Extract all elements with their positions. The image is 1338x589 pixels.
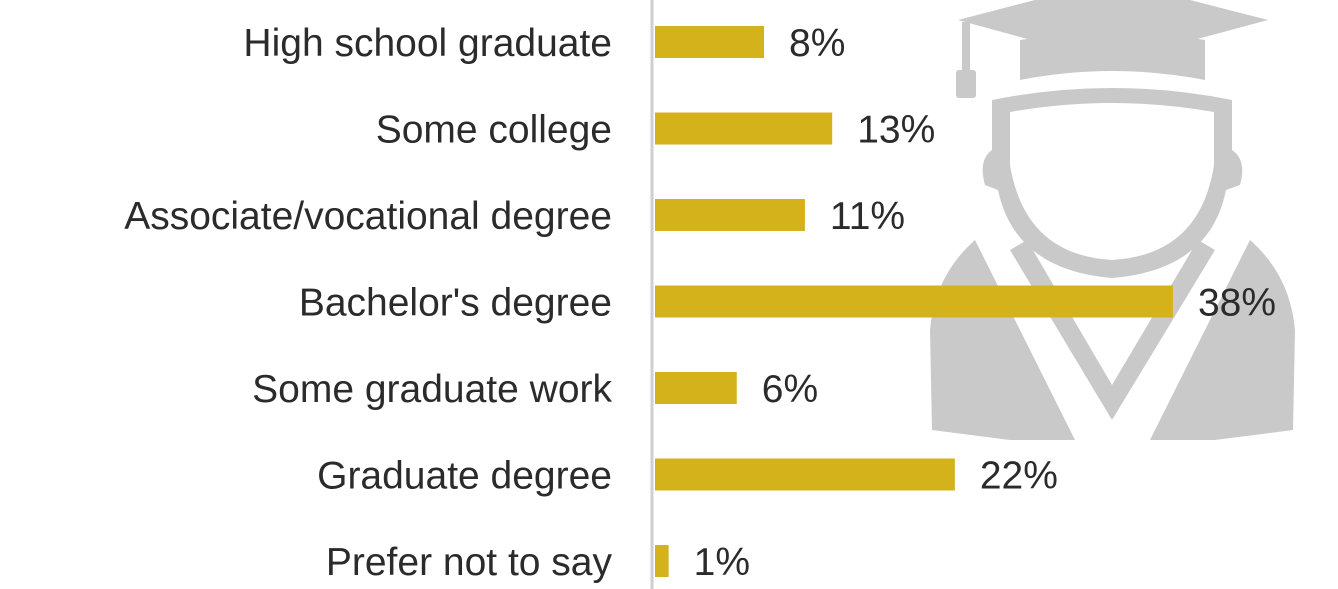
bar [655,26,765,58]
category-label: Prefer not to say [326,541,613,584]
value-label: 13% [857,109,935,152]
value-labels: 8% 13% 11% 38% 6% 22% 1% [694,22,1276,584]
category-label: Graduate degree [317,455,612,498]
category-label: Bachelor's degree [299,282,612,325]
graduate-watermark-icon [930,0,1295,440]
mortarboard-cap-shape [958,0,1268,62]
value-label: 38% [1198,282,1276,325]
category-label: High school graduate [243,22,612,65]
category-label: Some graduate work [252,368,612,411]
gown-right-shape [1150,240,1295,440]
value-label: 11% [830,195,905,238]
bar [655,545,669,577]
bar [655,458,955,491]
cap-band-shape [1020,32,1205,80]
bar [655,285,1173,318]
value-label: 1% [694,541,750,584]
collar-shape [1010,240,1215,420]
bar [655,112,833,145]
bar-series [655,26,1173,577]
value-label: 6% [762,368,818,411]
value-label: 22% [980,455,1058,498]
bar [655,372,737,404]
category-label: Some college [376,109,612,152]
head-outline-shape [982,88,1243,278]
tassel-string-shape [962,22,970,77]
category-labels: High school graduate Some college Associ… [124,22,612,584]
value-label: 8% [789,22,845,65]
bar [655,199,805,231]
tassel-end-shape [956,70,976,98]
gown-left-shape [930,240,1075,440]
category-label: Associate/vocational degree [124,195,612,238]
